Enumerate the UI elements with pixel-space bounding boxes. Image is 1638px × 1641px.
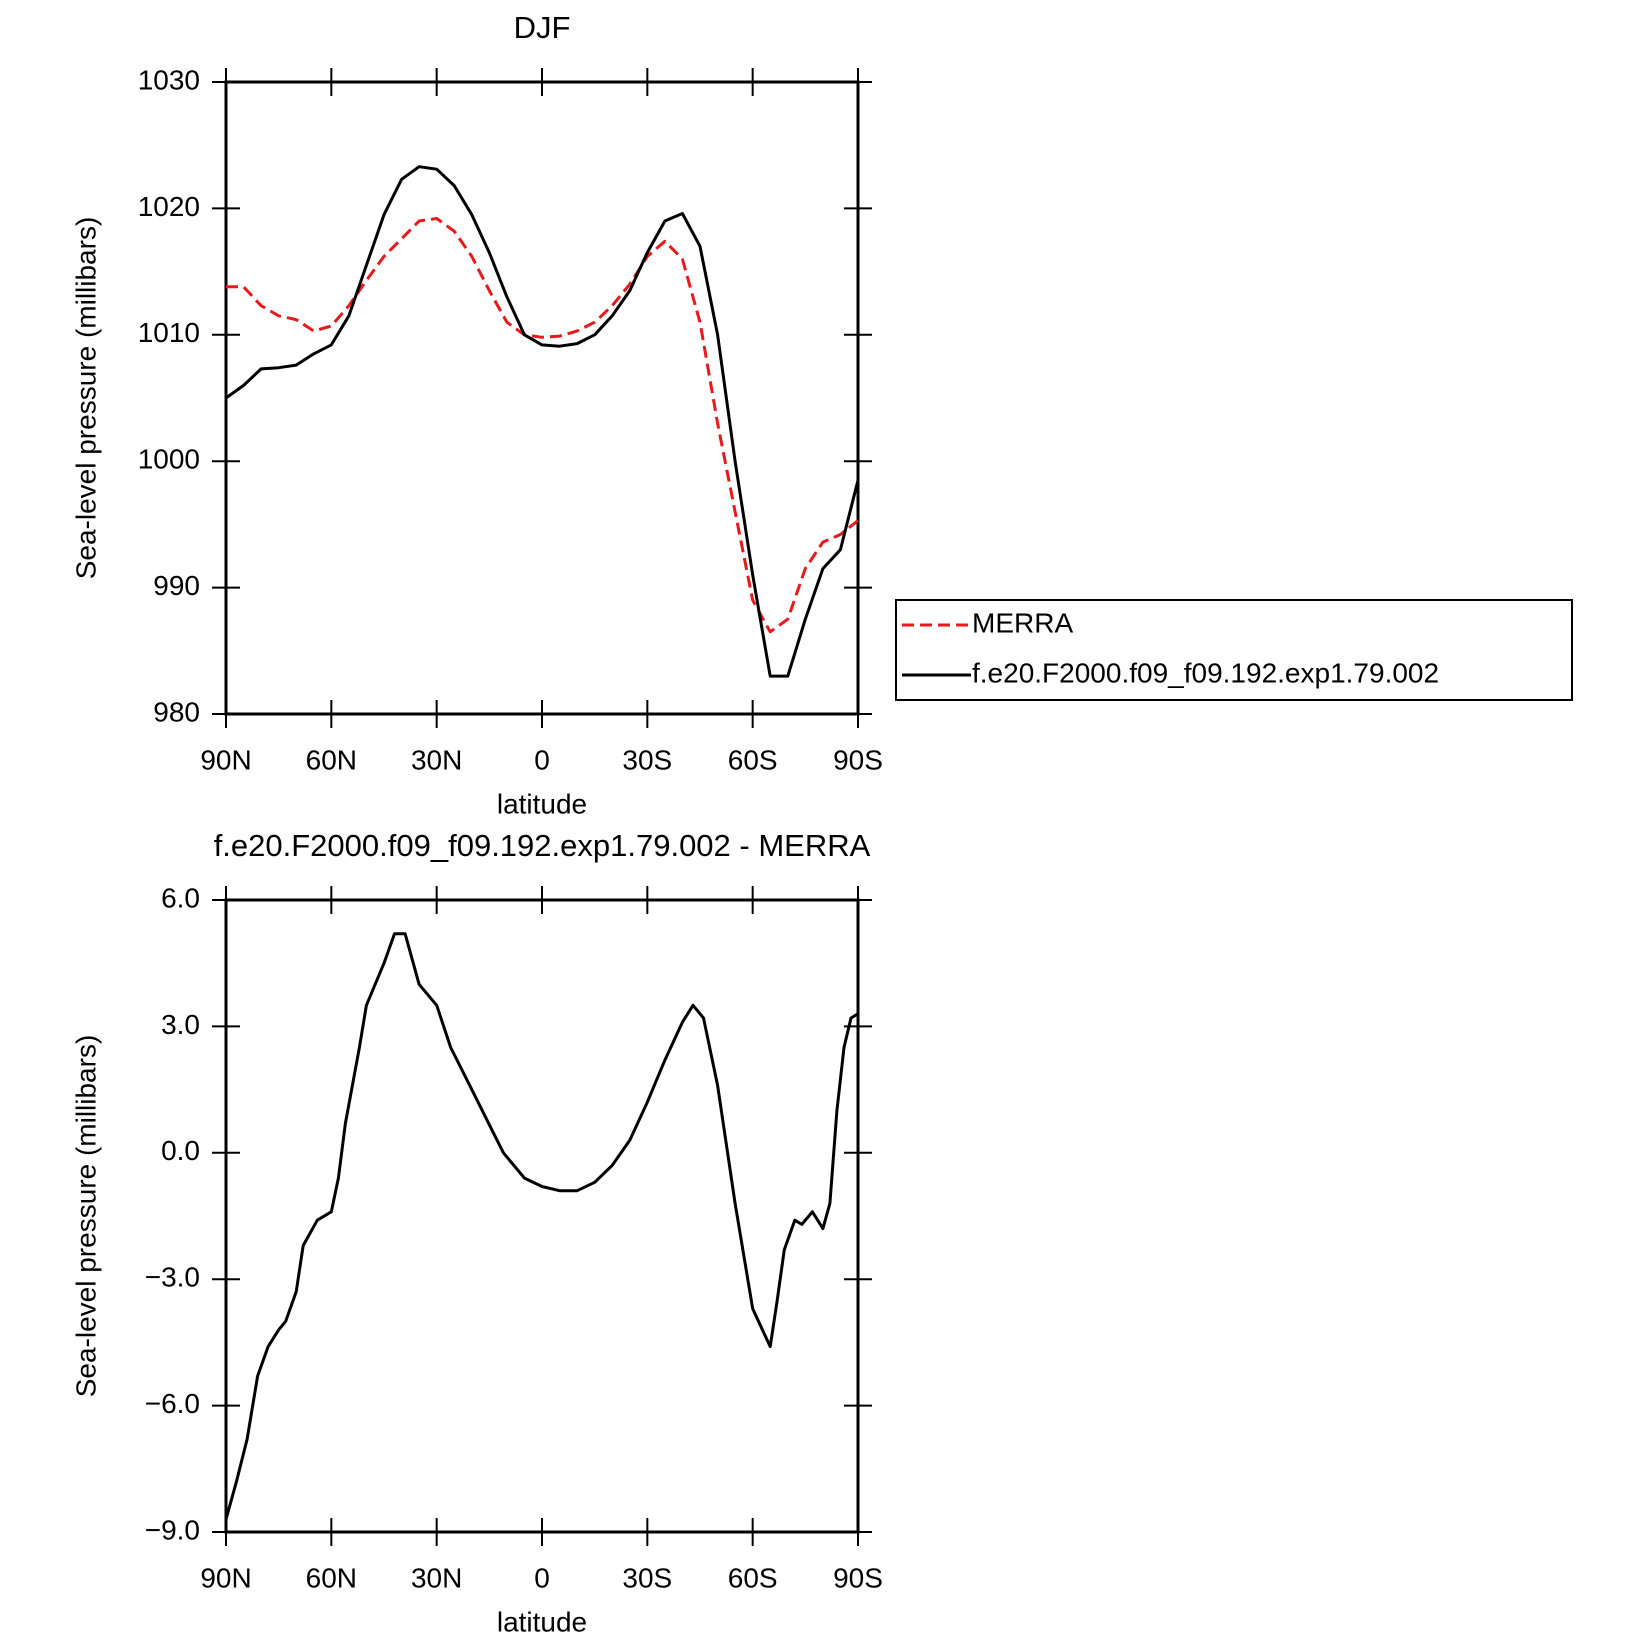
data-line (226, 217, 859, 634)
data-line (225, 165, 860, 678)
x-tick-label: 30S (622, 744, 672, 775)
y-tick-label: −6.0 (145, 1388, 200, 1419)
x-tick-label: 30N (411, 744, 462, 775)
x-tick-label: 30N (411, 1562, 462, 1593)
x-tick-label: 90N (200, 1562, 251, 1593)
chart-title: f.e20.F2000.f09_f09.192.exp1.79.002 - ME… (214, 828, 871, 863)
plot-frame (224, 898, 860, 1534)
y-tick-label: 980 (153, 696, 200, 727)
x-tick-label: 90N (200, 744, 251, 775)
y-axis-label: Sea-level pressure (millibars) (70, 1035, 101, 1398)
x-tick-label: 90S (833, 744, 883, 775)
chart-title: DJF (514, 10, 571, 45)
y-tick-label: −9.0 (145, 1514, 200, 1545)
y-tick-label: 1030 (138, 64, 200, 95)
x-tick-label: 60S (728, 744, 778, 775)
x-axis-label: latitude (497, 788, 587, 819)
x-tick-label: 60S (728, 1562, 778, 1593)
x-tick-label: 90S (833, 1562, 883, 1593)
y-tick-label: −3.0 (145, 1262, 200, 1293)
y-axis-label: Sea-level pressure (millibars) (70, 217, 101, 580)
y-tick-label: 1010 (138, 317, 200, 348)
y-tick-label: 6.0 (161, 882, 200, 913)
y-tick-label: 990 (153, 570, 200, 601)
legend-box (895, 599, 1573, 701)
x-tick-label: 30S (622, 1562, 672, 1593)
x-tick-label: 60N (306, 1562, 357, 1593)
y-tick-label: 3.0 (161, 1009, 200, 1040)
legend-label: MERRA (972, 607, 1073, 638)
y-tick-label: 1020 (138, 191, 200, 222)
x-axis-label: latitude (497, 1606, 587, 1637)
legend-label: f.e20.F2000.f09_f09.192.exp1.79.002 (972, 657, 1439, 688)
y-tick-label: 1000 (138, 444, 200, 475)
y-tick-label: 0.0 (161, 1135, 200, 1166)
x-tick-label: 60N (306, 744, 357, 775)
x-tick-label: 0 (534, 1562, 550, 1593)
data-line (224, 932, 859, 1520)
x-tick-label: 0 (534, 744, 550, 775)
